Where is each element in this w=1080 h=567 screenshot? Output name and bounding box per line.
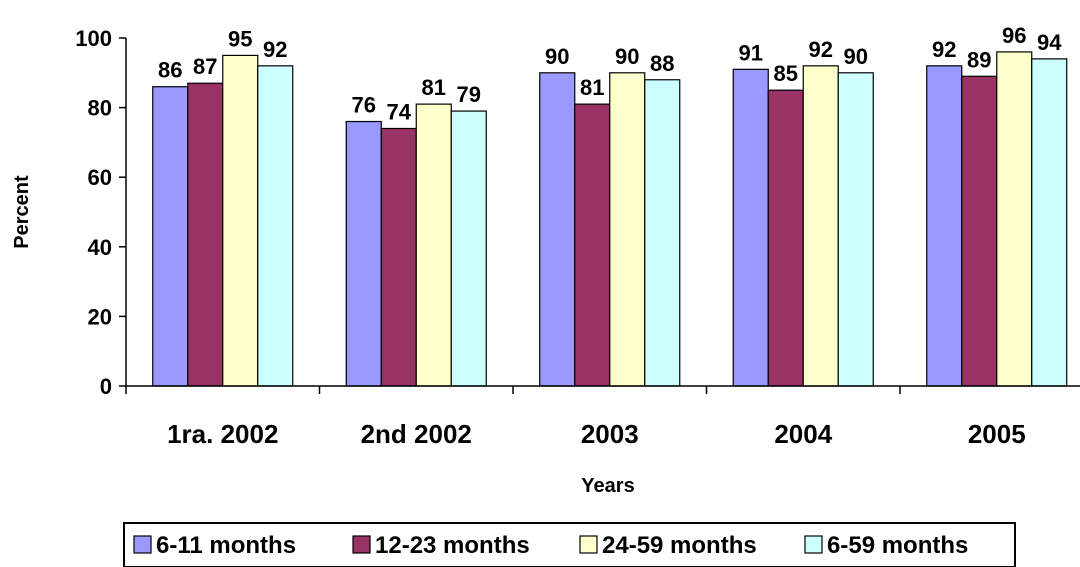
x-tick-label: 1ra. 2002 — [167, 419, 278, 449]
legend-swatch — [804, 535, 823, 554]
legend: 6-11 months 12-23 months 24-59 months 6-59 … — [123, 522, 1016, 567]
legend-swatch — [133, 535, 152, 554]
legend-items: 6-11 months 12-23 months 24-59 months 6-59 … — [133, 532, 968, 559]
data-label: 95 — [228, 26, 252, 51]
data-label: 92 — [809, 37, 833, 62]
data-label: 94 — [1037, 30, 1062, 55]
bar — [152, 86, 189, 387]
x-tick-label: 2003 — [581, 419, 639, 449]
legend-label: 6-59 months — [827, 532, 968, 559]
bar — [380, 127, 417, 387]
bar — [802, 65, 839, 387]
data-label: 87 — [193, 54, 217, 79]
x-tick-label: 2004 — [774, 419, 832, 449]
bar — [574, 103, 611, 387]
data-label: 92 — [932, 37, 956, 62]
bar — [644, 79, 681, 387]
legend-swatch — [352, 535, 371, 554]
data-label: 79 — [457, 82, 481, 107]
legend-label: 24-59 months — [602, 532, 757, 559]
data-label: 81 — [580, 75, 604, 100]
y-tick-label: 60 — [88, 165, 112, 190]
data-label: 88 — [650, 51, 674, 76]
data-label: 92 — [263, 37, 287, 62]
bar — [539, 72, 576, 387]
bar — [450, 110, 487, 387]
bar — [961, 75, 998, 387]
data-label: 85 — [774, 61, 798, 86]
legend-swatch — [579, 535, 598, 554]
data-label: 74 — [387, 99, 412, 124]
y-tick-label: 20 — [88, 304, 112, 329]
bar — [415, 103, 452, 387]
data-label: 90 — [615, 44, 639, 69]
bar — [345, 120, 382, 387]
y-axis-title: Percent — [11, 175, 33, 249]
legend-label: 12-23 months — [375, 532, 530, 559]
data-label: 90 — [545, 44, 569, 69]
bar — [1031, 58, 1068, 387]
y-tick-label: 40 — [88, 235, 112, 260]
bar — [609, 72, 646, 387]
x-tick-label: 2005 — [968, 419, 1026, 449]
bar — [767, 89, 804, 387]
bar — [187, 82, 224, 387]
data-label: 90 — [844, 44, 868, 69]
y-tick-label: 80 — [88, 96, 112, 121]
axes — [125, 38, 1080, 387]
y-axis-ticks: 0 20 40 60 80 100 — [75, 26, 126, 399]
data-label: 76 — [352, 93, 376, 118]
x-axis-title: Years — [581, 475, 634, 497]
x-axis-ticks: 1ra. 2002 2nd 2002 2003 2004 2005 — [125, 386, 1026, 449]
x-tick-label: 2nd 2002 — [361, 419, 472, 449]
y-tick-label: 100 — [75, 26, 112, 51]
bar — [837, 72, 874, 387]
data-label: 91 — [739, 40, 763, 65]
y-tick-label: 0 — [100, 374, 112, 399]
bar — [257, 65, 294, 387]
legend-box — [123, 522, 1016, 567]
bar — [222, 54, 259, 387]
data-label: 81 — [422, 75, 446, 100]
bar — [926, 65, 963, 387]
bar — [732, 68, 769, 387]
bars — [152, 51, 1068, 387]
data-label: 86 — [158, 58, 182, 83]
legend-label: 6-11 months — [156, 532, 296, 559]
bar — [996, 51, 1033, 387]
data-labels: 86 87 95 92 76 74 81 79 90 81 90 88 91 85 92 90 92 89 96 94 — [158, 23, 1062, 125]
data-label: 89 — [967, 47, 991, 72]
data-label: 96 — [1002, 23, 1026, 48]
